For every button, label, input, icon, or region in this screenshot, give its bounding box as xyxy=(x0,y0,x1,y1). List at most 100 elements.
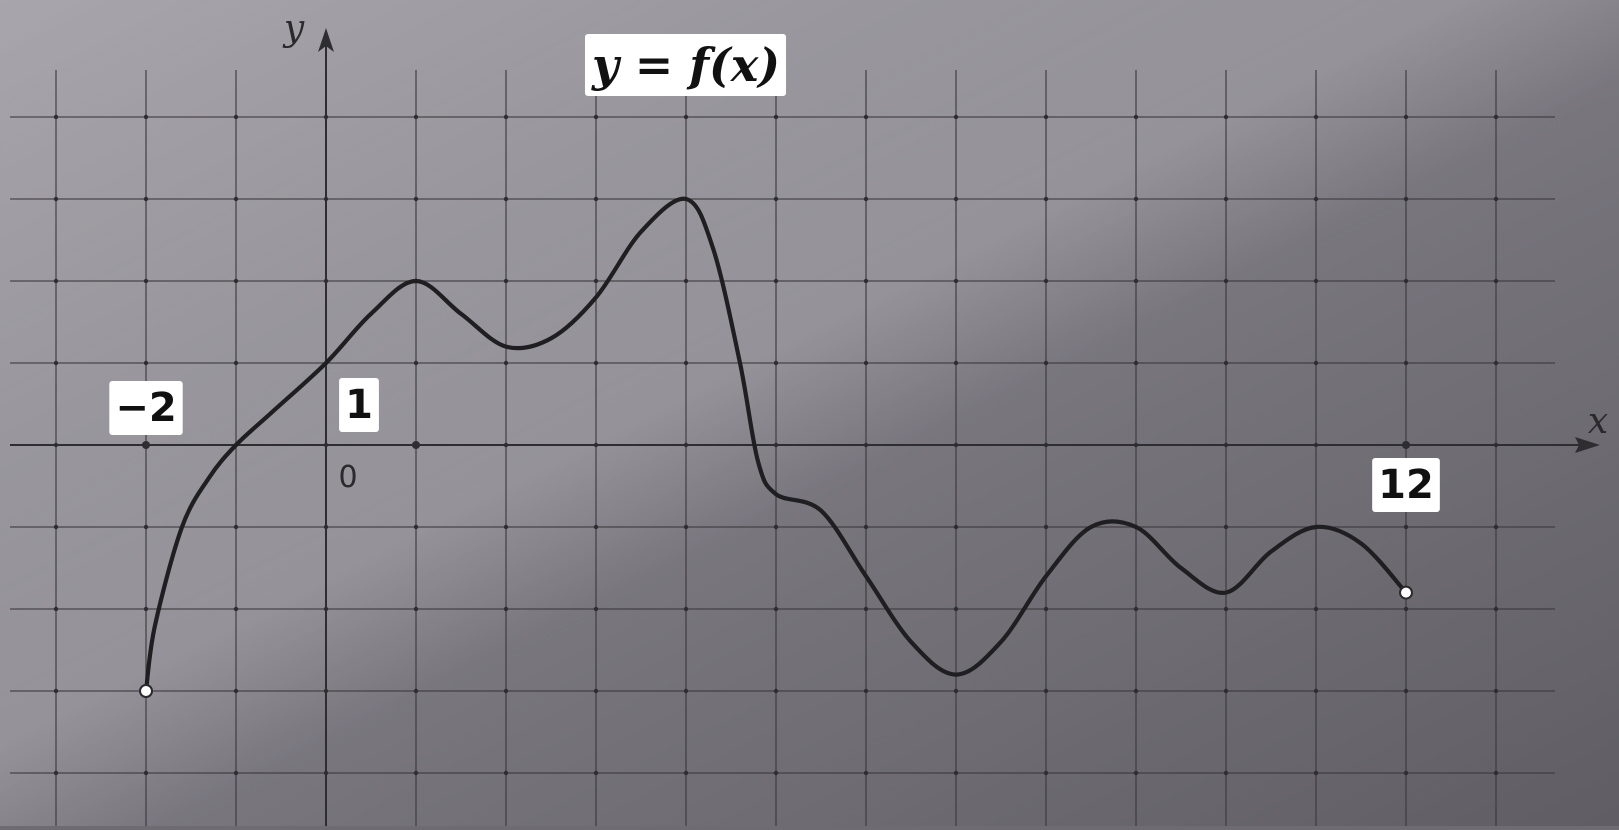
grid-node xyxy=(1313,114,1319,120)
y-axis-arrow-icon xyxy=(318,28,334,52)
x-axis-arrow-icon xyxy=(1575,437,1600,453)
labels: y = f(x) −2 1 12 0 x y xyxy=(109,8,1608,512)
grid-node xyxy=(683,114,689,120)
grid-node xyxy=(773,114,779,120)
grid-node xyxy=(1493,524,1499,530)
x-tick-label-box xyxy=(1372,458,1440,512)
grid-node xyxy=(863,196,869,202)
grid-node xyxy=(503,114,509,120)
grid-node xyxy=(233,114,239,120)
grid-node xyxy=(233,524,239,530)
grid-node xyxy=(413,524,419,530)
x-tick-label-text: 12 xyxy=(1378,462,1434,508)
x-tick-label-text: 1 xyxy=(345,382,373,428)
grid-node xyxy=(143,278,149,284)
grid-node xyxy=(1313,196,1319,202)
grid-node xyxy=(53,770,59,776)
grid-node xyxy=(1313,770,1319,776)
grid-node xyxy=(233,688,239,694)
grid-node xyxy=(53,196,59,202)
curve-end-point xyxy=(1399,585,1413,600)
grid-node xyxy=(53,688,59,694)
grid-node xyxy=(593,278,599,284)
grid-node xyxy=(773,360,779,366)
grid-node xyxy=(1043,688,1049,694)
grid-node xyxy=(863,114,869,120)
grid-node xyxy=(143,114,149,120)
grid-node xyxy=(1223,114,1229,120)
grid-node xyxy=(1493,114,1499,120)
grid-node xyxy=(593,196,599,202)
x-axis-label: x xyxy=(1588,401,1608,442)
grid-node xyxy=(953,770,959,776)
grid-node xyxy=(143,606,149,612)
grid-node xyxy=(1043,524,1049,530)
chart-title-text: y = f(x) xyxy=(591,38,780,92)
grid-node xyxy=(233,606,239,612)
grid-node xyxy=(1133,606,1139,612)
grid-node xyxy=(413,606,419,612)
grid-node xyxy=(503,524,509,530)
grid-node xyxy=(1403,606,1409,612)
grid-node xyxy=(1043,114,1049,120)
grid-node xyxy=(953,196,959,202)
grid-node xyxy=(863,606,869,612)
grid-node xyxy=(1403,278,1409,284)
grid-node xyxy=(953,278,959,284)
grid-node xyxy=(593,360,599,366)
grid-node xyxy=(863,770,869,776)
x-tick-label: −2 xyxy=(109,381,183,435)
grid-node xyxy=(1313,360,1319,366)
grid-node xyxy=(413,688,419,694)
grid-node xyxy=(1043,196,1049,202)
grid-node xyxy=(1403,196,1409,202)
grid-node xyxy=(593,114,599,120)
grid-node xyxy=(1133,278,1139,284)
grid-node xyxy=(503,196,509,202)
grid-node xyxy=(233,770,239,776)
grid-node xyxy=(953,606,959,612)
grid-node xyxy=(953,114,959,120)
grid-node xyxy=(1403,688,1409,694)
grid-node xyxy=(593,688,599,694)
grid-node xyxy=(503,770,509,776)
grid-node xyxy=(953,360,959,366)
grid-node xyxy=(1043,770,1049,776)
grid-node xyxy=(1403,360,1409,366)
grid-node xyxy=(1223,770,1229,776)
x-tick-label: 12 xyxy=(1372,458,1440,512)
y-axis-label: y xyxy=(282,8,305,49)
curve-layer xyxy=(139,196,1413,698)
grid-node xyxy=(413,360,419,366)
grid-node xyxy=(1493,606,1499,612)
x-tick-mark xyxy=(412,441,420,449)
grid-node xyxy=(1313,278,1319,284)
x-tick-mark xyxy=(1402,441,1410,449)
grid-node xyxy=(683,360,689,366)
grid-node xyxy=(1043,606,1049,612)
grid-node xyxy=(1493,688,1499,694)
grid-node xyxy=(1223,360,1229,366)
grid-node xyxy=(1223,196,1229,202)
grid-node xyxy=(683,524,689,530)
grid-node xyxy=(53,606,59,612)
grid-node xyxy=(53,114,59,120)
grid-node xyxy=(863,524,869,530)
grid-node xyxy=(683,688,689,694)
grid-node xyxy=(1223,524,1229,530)
grid-node xyxy=(773,688,779,694)
grid-node xyxy=(1493,278,1499,284)
grid-node xyxy=(233,278,239,284)
grid-node xyxy=(1313,688,1319,694)
grid-node xyxy=(773,606,779,612)
grid-node xyxy=(233,196,239,202)
x-tick-label: 1 xyxy=(339,378,379,432)
grid-node xyxy=(1313,606,1319,612)
grid-node xyxy=(503,360,509,366)
grid-node xyxy=(53,524,59,530)
function-curve xyxy=(143,196,1409,694)
grid-node xyxy=(413,196,419,202)
